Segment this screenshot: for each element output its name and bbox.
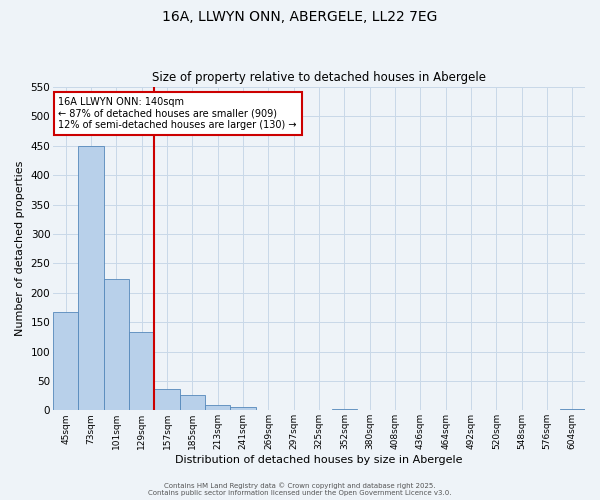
Bar: [332, 409, 357, 410]
Bar: [129, 332, 154, 410]
Bar: [205, 405, 230, 410]
Text: 16A LLWYN ONN: 140sqm
← 87% of detached houses are smaller (909)
12% of semi-det: 16A LLWYN ONN: 140sqm ← 87% of detached …: [58, 97, 297, 130]
Text: Contains HM Land Registry data © Crown copyright and database right 2025.: Contains HM Land Registry data © Crown c…: [164, 482, 436, 489]
Title: Size of property relative to detached houses in Abergele: Size of property relative to detached ho…: [152, 72, 486, 85]
Bar: [180, 395, 205, 410]
X-axis label: Distribution of detached houses by size in Abergele: Distribution of detached houses by size …: [175, 455, 463, 465]
Text: 16A, LLWYN ONN, ABERGELE, LL22 7EG: 16A, LLWYN ONN, ABERGELE, LL22 7EG: [163, 10, 437, 24]
Bar: [104, 278, 129, 410]
Bar: [560, 408, 585, 410]
Text: Contains public sector information licensed under the Open Government Licence v3: Contains public sector information licen…: [148, 490, 452, 496]
Bar: [230, 408, 256, 410]
Bar: [53, 312, 79, 410]
Y-axis label: Number of detached properties: Number of detached properties: [15, 161, 25, 336]
Bar: [79, 146, 104, 410]
Bar: [154, 388, 180, 410]
